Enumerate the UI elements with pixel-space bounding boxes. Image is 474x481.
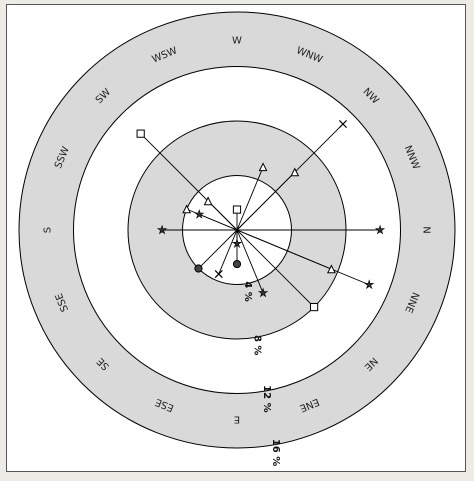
point-star-e [231, 238, 243, 249]
point-star-ene [257, 287, 269, 298]
point-x-ese [214, 270, 223, 279]
spoke-square-sw [140, 133, 238, 231]
point-circle-se [194, 264, 203, 273]
direction-label-e: E [234, 413, 240, 424]
point-x-nw [338, 119, 348, 129]
point-triangle-ssw [182, 204, 192, 214]
point-square-sw [136, 129, 145, 138]
point-star-s [156, 224, 168, 235]
spoke-x-nw [236, 123, 344, 231]
spoke-star-ene [236, 229, 264, 294]
point-triangle-sw [203, 196, 213, 206]
ring-label-4: 4 % [242, 281, 253, 301]
direction-label-w: W [232, 36, 242, 47]
point-triangle-nw [290, 167, 300, 177]
direction-label-s: S [43, 227, 54, 233]
spoke-circle-se [198, 229, 238, 269]
direction-label-n: N [420, 226, 431, 233]
point-square-w [232, 205, 242, 214]
point-star-nne [364, 279, 375, 290]
spoke-x-ese [218, 229, 238, 275]
point-circle-e [232, 259, 242, 269]
point-star-ssw [194, 209, 205, 219]
point-triangle-nne [326, 264, 336, 274]
spoke-square-ne [236, 229, 315, 308]
ring-label-12: 12 % [261, 385, 272, 412]
spoke-triangle-wnw [236, 166, 264, 231]
ring-label-8: 8 % [251, 335, 262, 355]
ring-label-16: 16 % [270, 439, 281, 466]
point-star-n [374, 224, 386, 235]
point-triangle-wnw [258, 162, 268, 172]
spoke-star-nne [236, 229, 370, 286]
point-square-ne [309, 302, 319, 312]
spoke-star-ssw [199, 213, 238, 231]
